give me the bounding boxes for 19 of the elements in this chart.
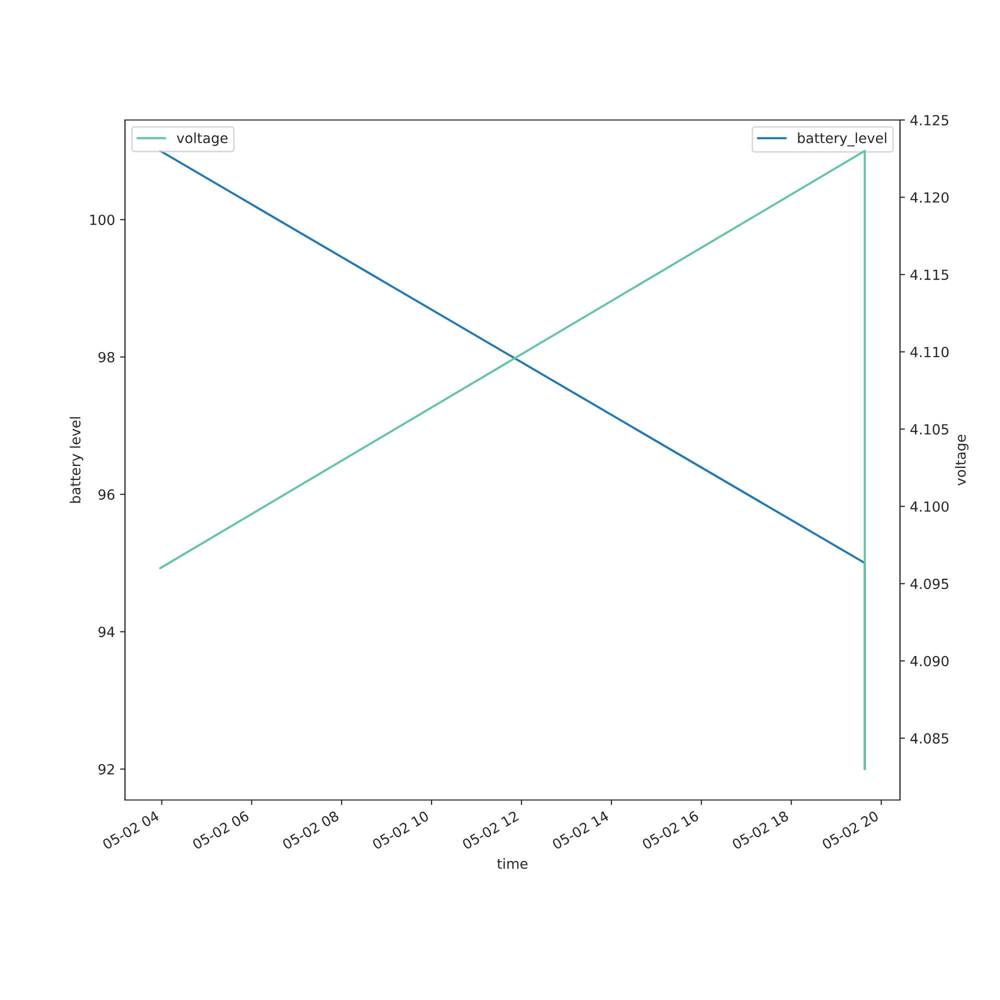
y-tick-label: 94: [98, 626, 114, 638]
y2-tick-label: 4.085: [910, 733, 948, 744]
y2-tick-label: 4.100: [910, 501, 949, 512]
legend-label: voltage: [176, 132, 228, 146]
y-tick-label: 98: [98, 352, 114, 362]
y2-tick-label: 4.095: [910, 578, 948, 590]
y2-tick-label: 4.105: [910, 424, 948, 435]
y2-axis-title: voltage: [955, 434, 968, 486]
y-tick-label: 100: [90, 214, 114, 226]
x-axis-title: time: [497, 858, 528, 869]
y2-tick-label: 4.125: [910, 114, 948, 126]
y-tick-label: 92: [98, 764, 114, 775]
legend-label: battery_level: [798, 132, 886, 146]
y2-tick-label: 4.115: [910, 270, 948, 280]
y2-tick-label: 4.090: [910, 656, 949, 666]
y2-tick-label: 4.110: [910, 346, 949, 358]
y2-tick-label: 4.120: [910, 192, 949, 203]
y-axis-title: battery level: [70, 417, 84, 503]
y-tick-label: 96: [98, 489, 114, 500]
